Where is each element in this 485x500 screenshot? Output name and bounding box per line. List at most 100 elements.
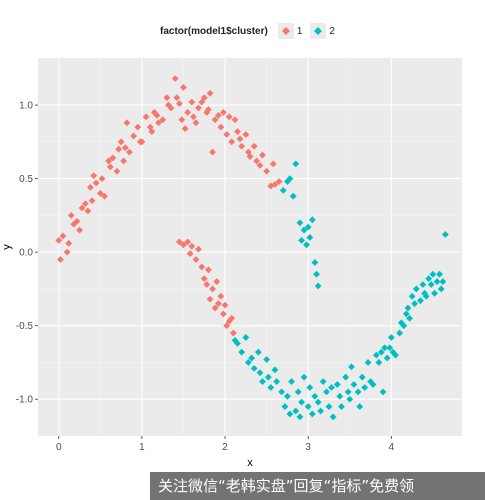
data-point-cluster-1 — [209, 148, 216, 156]
data-point-cluster-1 — [269, 160, 277, 168]
data-point-cluster-2 — [411, 300, 419, 308]
data-point-cluster-2 — [336, 392, 344, 400]
data-point-cluster-1 — [186, 250, 194, 258]
data-point-cluster-1 — [200, 94, 208, 102]
x-axis-ticks: 0 1 2 3 4 — [56, 436, 395, 453]
legend: factor(model1$cluster) 1 2 — [160, 22, 343, 40]
data-point-cluster-2 — [369, 381, 377, 388]
data-point-cluster-2 — [248, 354, 256, 362]
data-point-cluster-2 — [308, 216, 316, 224]
data-point-cluster-2 — [436, 270, 443, 278]
data-point-cluster-1 — [244, 148, 252, 156]
data-point-cluster-2 — [406, 314, 414, 322]
data-point-cluster-2 — [323, 388, 330, 396]
data-point-cluster-2 — [379, 388, 387, 396]
data-point-cluster-1 — [236, 135, 244, 143]
watermark-banner: 关注微信“老韩实盘”回复“指标”免费领 — [150, 472, 485, 500]
data-point-cluster-1 — [88, 197, 96, 205]
data-point-cluster-2 — [264, 373, 272, 381]
data-point-cluster-2 — [317, 407, 325, 415]
data-point-cluster-2 — [319, 378, 327, 385]
data-point-cluster-2 — [314, 282, 322, 290]
data-point-cluster-1 — [217, 292, 225, 300]
data-point-cluster-1 — [96, 189, 104, 197]
data-point-cluster-1 — [180, 241, 187, 249]
data-point-cluster-1 — [55, 236, 63, 244]
legend-item-2: 2 — [310, 23, 335, 39]
data-point-cluster-2 — [408, 292, 416, 300]
data-point-cluster-2 — [292, 160, 300, 168]
data-point-cluster-1 — [121, 144, 129, 152]
data-point-cluster-2 — [296, 219, 304, 227]
data-point-cluster-1 — [123, 119, 131, 127]
data-point-cluster-2 — [412, 285, 420, 293]
data-point-cluster-2 — [437, 285, 445, 293]
data-point-cluster-2 — [381, 344, 389, 352]
data-points — [55, 75, 449, 421]
data-point-cluster-1 — [155, 119, 162, 127]
y-tick-label: 0.0 — [19, 248, 33, 259]
data-point-cluster-1 — [203, 109, 211, 116]
data-point-cluster-1 — [215, 111, 222, 119]
data-point-cluster-2 — [267, 384, 275, 391]
data-point-cluster-1 — [231, 116, 239, 124]
data-point-cluster-1 — [98, 175, 106, 183]
data-point-cluster-2 — [300, 226, 308, 234]
data-point-cluster-2 — [429, 270, 437, 278]
data-point-cluster-1 — [73, 217, 81, 225]
data-point-cluster-1 — [206, 295, 214, 303]
data-point-cluster-1 — [59, 232, 67, 240]
data-point-cluster-1 — [195, 104, 202, 112]
data-point-cluster-1 — [223, 131, 231, 138]
legend-label-1: 1 — [296, 25, 303, 37]
data-point-cluster-2 — [263, 356, 271, 363]
major-gridlines — [38, 58, 462, 436]
data-point-cluster-2 — [386, 344, 394, 352]
data-point-cluster-1 — [211, 116, 219, 124]
data-point-cluster-1 — [219, 310, 227, 318]
data-point-cluster-1 — [167, 104, 175, 112]
data-point-cluster-2 — [303, 241, 310, 249]
data-point-cluster-2 — [433, 278, 441, 285]
data-point-cluster-2 — [294, 388, 302, 396]
data-point-cluster-2 — [259, 378, 266, 385]
data-point-cluster-2 — [292, 407, 300, 415]
data-point-cluster-1 — [84, 207, 92, 215]
data-point-cluster-2 — [244, 359, 252, 366]
data-point-cluster-2 — [281, 403, 289, 410]
data-point-cluster-2 — [377, 348, 385, 356]
data-point-cluster-1 — [142, 113, 150, 121]
data-point-cluster-2 — [346, 395, 354, 403]
data-point-cluster-2 — [417, 297, 424, 305]
data-point-cluster-2 — [304, 403, 312, 410]
data-point-cluster-1 — [242, 131, 250, 138]
legend-key-diamond-icon — [277, 23, 294, 39]
data-point-cluster-2 — [329, 413, 337, 421]
data-point-cluster-2 — [427, 281, 435, 288]
data-point-cluster-2 — [364, 359, 372, 366]
data-point-cluster-2 — [441, 231, 449, 238]
data-point-cluster-1 — [130, 132, 138, 140]
data-point-cluster-2 — [256, 369, 264, 377]
data-point-cluster-2 — [314, 398, 322, 406]
data-point-cluster-1 — [78, 204, 86, 212]
data-point-cluster-1 — [188, 242, 196, 250]
data-point-cluster-2 — [348, 363, 355, 371]
data-point-cluster-2 — [289, 192, 297, 200]
data-point-cluster-2 — [328, 384, 335, 391]
legend-title: factor(model1$cluster) — [160, 25, 268, 37]
data-point-cluster-2 — [383, 354, 391, 362]
data-point-cluster-1 — [225, 113, 233, 121]
legend-key-diamond-icon — [310, 23, 327, 39]
data-point-cluster-1 — [198, 263, 206, 271]
data-point-cluster-1 — [63, 248, 71, 256]
data-point-cluster-1 — [259, 151, 266, 159]
data-point-cluster-1 — [200, 275, 208, 283]
data-point-cluster-1 — [217, 123, 225, 131]
data-point-cluster-2 — [296, 413, 304, 421]
data-point-cluster-2 — [350, 381, 358, 388]
data-point-cluster-2 — [396, 329, 404, 337]
data-point-cluster-2 — [279, 186, 287, 194]
data-point-cluster-2 — [400, 322, 408, 330]
data-point-cluster-1 — [209, 285, 216, 293]
